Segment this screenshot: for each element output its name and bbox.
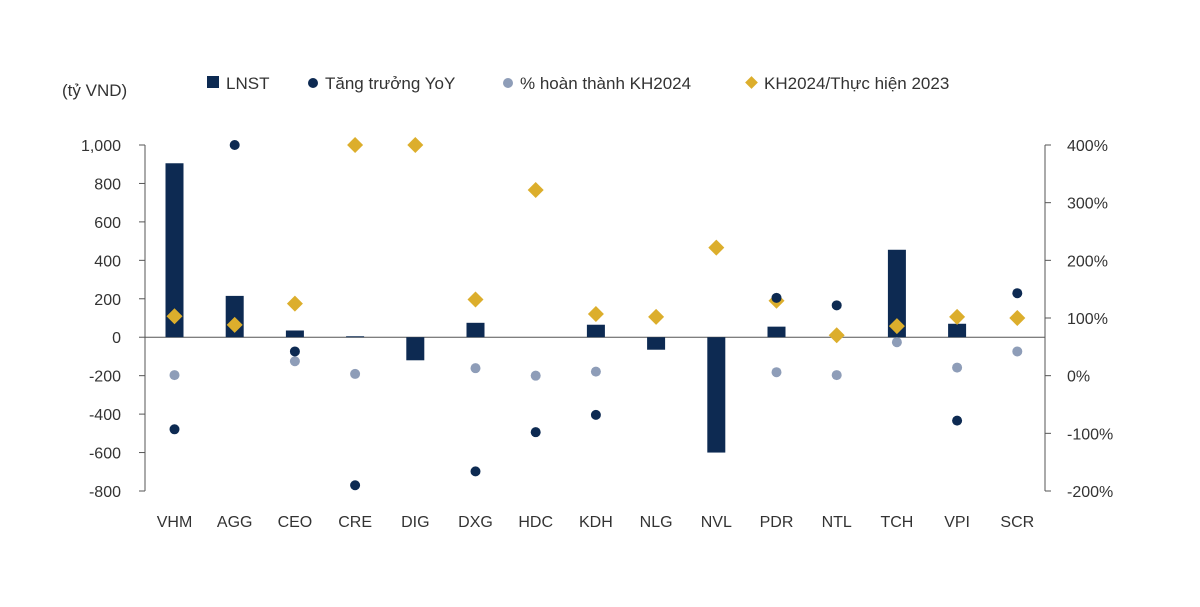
bar-lnst-tch — [887, 249, 906, 338]
dot-yoy-cre — [350, 480, 361, 491]
dot-yoy-hdc — [530, 427, 541, 438]
diamond-plan-ratio-nvl — [708, 239, 725, 256]
axes: 1,000 800 600 400 200 0 -200 -400 -600 -800 400% 30… — [81, 138, 1113, 501]
right-tick-label: 400% — [1067, 138, 1108, 155]
legend-marker-yoy — [308, 78, 318, 88]
category-label-nvl: NVL — [701, 514, 732, 531]
left-tick-label: 0 — [112, 330, 121, 347]
dot-yoy-kdh — [590, 409, 601, 420]
bar-lnst-kdh — [586, 324, 605, 338]
bar-lnst-dig — [406, 337, 425, 361]
dot-yoy-ceo — [289, 346, 300, 357]
dot-completion-ceo — [289, 356, 300, 367]
left-tick-label: 200 — [94, 292, 121, 309]
bar-lnst-nlg — [647, 337, 666, 350]
dot-completion-vpi — [952, 362, 963, 373]
diamond-plan-ratio-vpi — [949, 308, 966, 325]
legend-label-completion: % hoàn thành KH2024 — [520, 74, 691, 93]
left-tick-label: 600 — [94, 215, 121, 232]
category-label-vpi: VPI — [944, 514, 970, 531]
legend-label-lnst: LNST — [226, 74, 269, 93]
right-tick-label: 300% — [1067, 196, 1108, 213]
right-tick-label: 100% — [1067, 311, 1108, 328]
dot-completion-dxg — [470, 363, 481, 374]
dot-completion-ntl — [831, 370, 842, 381]
bar-lnst-nvl — [707, 337, 726, 453]
left-tick-label: -600 — [89, 446, 121, 463]
category-label-kdh: KDH — [579, 514, 613, 531]
left-tick-label: -200 — [89, 369, 121, 386]
bar-lnst-dxg — [466, 322, 485, 338]
dot-completion-scr — [1012, 346, 1023, 357]
diamond-plan-ratio-vhm — [166, 308, 183, 325]
category-label-dxg: DXG — [458, 514, 493, 531]
bar-lnst-vpi — [948, 323, 967, 338]
diamond-plan-ratio-ntl — [828, 327, 845, 344]
dot-yoy-vpi — [952, 415, 963, 426]
legend-marker-completion — [503, 78, 513, 88]
dot-yoy-pdr — [771, 292, 782, 303]
dot-yoy-dxg — [470, 466, 481, 477]
diamond-plan-ratio-agg — [226, 316, 243, 333]
dot-completion-tch — [891, 337, 902, 348]
category-label-nlg: NLG — [640, 514, 673, 531]
left-tick-label: 400 — [94, 253, 121, 270]
category-label-vhm: VHM — [157, 514, 193, 531]
bars — [165, 163, 967, 453]
category-label-dig: DIG — [401, 514, 429, 531]
category-label-scr: SCR — [1000, 514, 1034, 531]
diamond-plan-ratio-tch — [888, 318, 905, 335]
dot-completion-pdr — [771, 367, 782, 378]
category-label-tch: TCH — [880, 514, 913, 531]
category-label-pdr: PDR — [760, 514, 794, 531]
legend-label-plan-ratio: KH2024/Thực hiện 2023 — [764, 74, 949, 93]
right-tick-label: -200% — [1067, 484, 1113, 501]
legend: LNST Tăng trưởng YoY % hoàn thành KH2024… — [207, 74, 949, 93]
category-label-hdc: HDC — [518, 514, 553, 531]
category-label-ntl: NTL — [822, 514, 852, 531]
legend-marker-lnst — [207, 76, 219, 88]
left-tick-label: -400 — [89, 407, 121, 424]
dot-completion-hdc — [530, 370, 541, 381]
right-tick-label: 0% — [1067, 369, 1090, 386]
category-label-agg: AGG — [217, 514, 253, 531]
bar-lnst-vhm — [165, 163, 184, 338]
dot-completion-cre — [350, 368, 361, 379]
dot-yoy-ntl — [831, 300, 842, 311]
bar-lnst-ceo — [285, 330, 304, 338]
category-labels: VHM AGG CEO CRE DIG DXG HDC KDH NLG NVL PDR NTL TCH V… — [157, 514, 1034, 531]
dot-completion-kdh — [590, 366, 601, 377]
dot-yoy-vhm — [169, 424, 180, 435]
diamond-plan-ratio-kdh — [587, 305, 604, 322]
diamond-plan-ratio-cre — [347, 137, 364, 153]
bar-lnst-cre — [346, 336, 365, 338]
dot-completion-vhm — [169, 370, 180, 381]
diamond-plan-ratio-dxg — [467, 291, 484, 308]
left-tick-label: 800 — [94, 176, 121, 193]
dot-yoy-agg — [229, 140, 240, 150]
diamond-plan-ratio-dig — [407, 137, 424, 153]
category-label-cre: CRE — [338, 514, 372, 531]
right-tick-label: -100% — [1067, 426, 1113, 443]
category-label-ceo: CEO — [278, 514, 313, 531]
dot-yoy-scr — [1012, 288, 1023, 299]
diamond-plan-ratio-scr — [1009, 310, 1026, 326]
diamond-plan-ratio-nlg — [648, 308, 665, 325]
legend-label-yoy: Tăng trưởng YoY — [325, 74, 455, 93]
legend-marker-plan-ratio — [745, 76, 758, 89]
diamond-plan-ratio-hdc — [527, 181, 544, 198]
markers — [166, 137, 1026, 491]
diamond-plan-ratio-ceo — [286, 295, 303, 312]
left-tick-label: -800 — [89, 484, 121, 501]
bar-lnst-pdr — [767, 326, 786, 338]
right-tick-label: 200% — [1067, 253, 1108, 270]
unit-label: (tỷ VND) — [62, 81, 127, 100]
left-tick-label: 1,000 — [81, 138, 121, 155]
